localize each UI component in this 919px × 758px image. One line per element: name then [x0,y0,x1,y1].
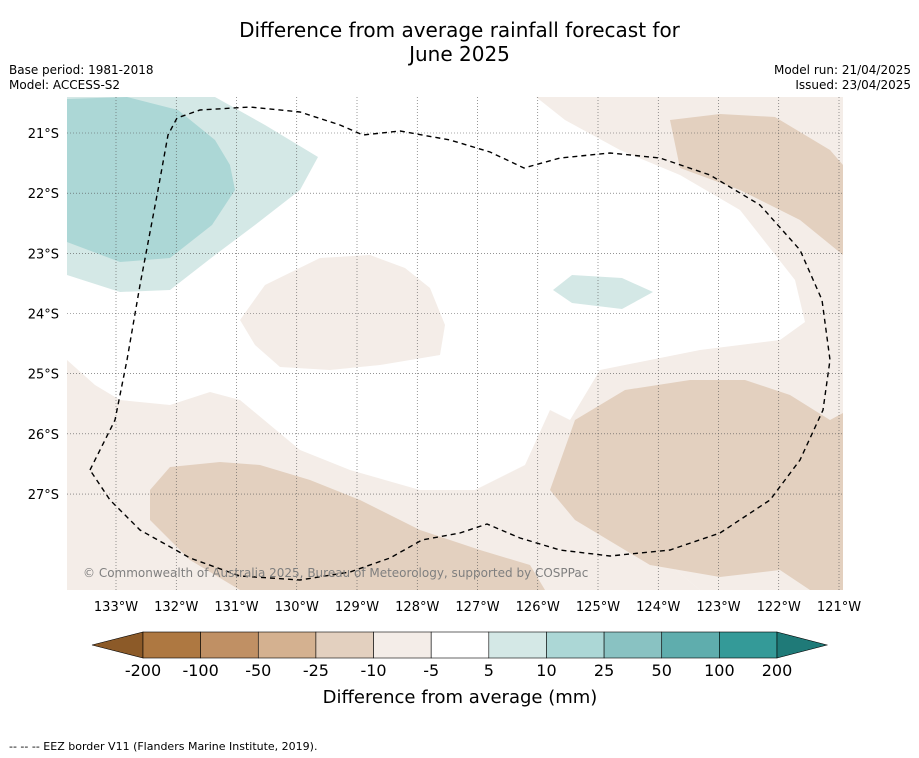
latitude-label: 23°S [28,247,59,262]
latitude-labels: 21°S 22°S 23°S 24°S 25°S 26°S 27°S [28,127,59,503]
colorbar-box [546,631,605,659]
longitude-label: 133°W [94,600,138,615]
latitude-label: 21°S [28,127,59,142]
colorbar-box [142,631,201,659]
colorbar-tick-label: 50 [652,661,672,680]
colorbar-tick-label: 25 [594,661,614,680]
meta-right: Model run: 21/04/2025 Issued: 23/04/2025 [774,63,911,93]
longitude-label: 131°W [214,600,258,615]
colorbar-tick-label: -100 [182,661,218,680]
longitude-label: 123°W [696,600,740,615]
longitude-label: 129°W [335,600,379,615]
latitude-label: 24°S [28,308,59,323]
longitude-label: 121°W [817,600,861,615]
gridlines [67,97,843,590]
latitude-label: 26°S [28,428,59,443]
latitude-label: 25°S [28,368,59,383]
colorbar-tick-label: 100 [704,661,735,680]
model-run: Model run: 21/04/2025 [773,63,911,77]
dry-region-light-central [240,255,445,370]
meta-left: Base period: 1981-2018 Model: ACCESS-S2 [9,63,154,93]
longitude-label: 122°W [757,600,801,615]
colorbar-box [257,631,317,659]
base-period: Base period: 1981-2018 [9,63,154,77]
longitude-label: 125°W [576,600,620,615]
colorbar-tick-labels: -200 -100 -50 -25 -10 -5 5 10 25 50 100 200 [125,661,792,680]
colorbar-tick-label: -5 [423,661,439,680]
colorbar-box [603,631,663,659]
latitude-label: 22°S [28,187,59,202]
model-name: Model: ACCESS-S2 [9,78,121,92]
longitude-label: 127°W [455,600,499,615]
longitude-label: 124°W [636,600,680,615]
eez-footnote: -- -- -- EEZ border V11 (Flanders Marine… [9,740,318,753]
map-title: Difference from average rainfall forecas… [0,18,919,66]
colorbar-extend-high [776,631,829,659]
dry-region-medium-southeast [550,380,843,590]
colorbar-box [719,631,778,659]
colorbar-extend-low [91,631,144,659]
colorbar-box [661,631,720,659]
dry-region-medium-southwest [150,462,545,590]
colorbar-tick-label: 5 [484,661,494,680]
wet-region-medium-northwest [67,97,235,262]
colorbar-label: Difference from average (mm) [323,687,598,708]
longitude-label: 126°W [516,600,560,615]
colorbar: -200 -100 -50 -25 -10 -5 5 10 25 50 100 200 Differe… [91,631,829,708]
colorbar-tick-label: 200 [762,661,793,680]
colorbar-box [430,631,490,659]
issued-date: Issued: 23/04/2025 [795,78,911,92]
longitude-label: 130°W [275,600,319,615]
wet-region-light-island [553,275,653,309]
colorbar-tick-label: -50 [245,661,271,680]
latitude-label: 27°S [28,488,59,503]
colorbar-tick-label: 10 [536,661,556,680]
colorbar-box [488,631,547,659]
colorbar-box [315,631,374,659]
longitude-label: 132°W [154,600,198,615]
colorbar-tick-label: -10 [360,661,386,680]
copyright-text: © Commonwealth of Australia 2025, Bureau… [83,566,588,580]
eez-border [89,106,831,581]
colorbar-tick-label: -25 [303,661,329,680]
colorbar-box [200,631,259,659]
colorbar-boxes [142,631,778,659]
dry-region-medium-northeast [670,114,843,255]
title-line-1: Difference from average rainfall forecas… [239,18,680,42]
title-line-2: June 2025 [409,42,510,66]
colorbar-tick-label: -200 [125,661,161,680]
colorbar-box [373,631,432,659]
longitude-label: 128°W [395,600,439,615]
longitude-labels: 133°W 132°W 131°W 130°W 129°W 128°W 127°W 126°W… [94,600,861,615]
map-area: © Commonwealth of Australia 2025, Bureau… [67,97,843,590]
